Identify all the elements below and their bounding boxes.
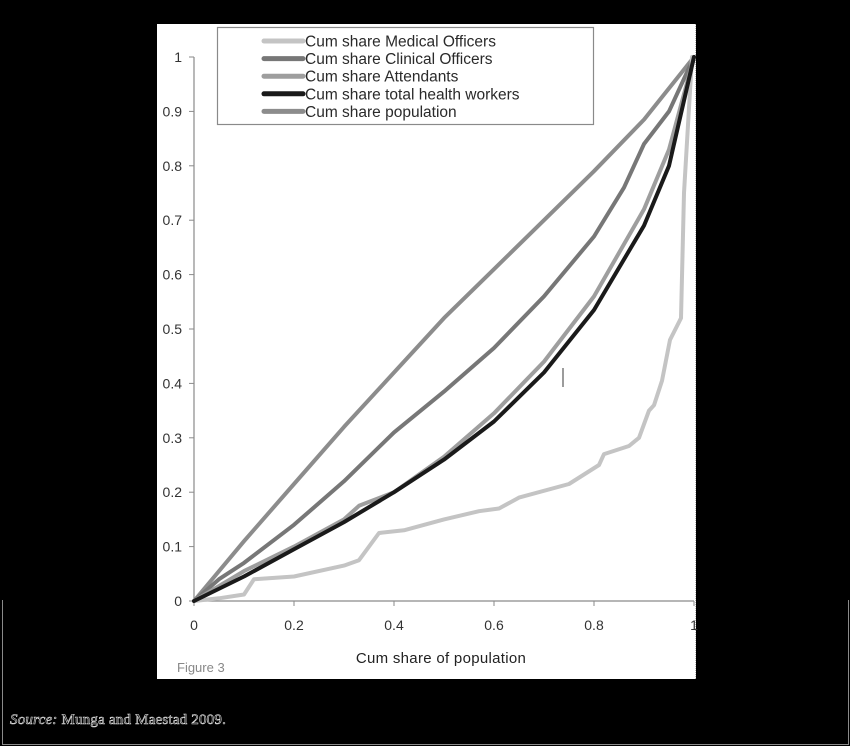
source-caption: Source: Munga and Maestad 2009.	[10, 712, 226, 729]
y-tick-label: 0.8	[163, 158, 183, 174]
chart-axes: 0 0.1 0.2 0.3 0.4 0.5 0.6 0.7 0.8 0.9 1 0 0.2 0.4 0.6 0…	[163, 49, 699, 633]
series-line-cum-share-population	[192, 55, 696, 603]
x-tick-label: 1	[690, 617, 698, 633]
x-tick-label: 0.6	[484, 617, 504, 633]
series-line-cum-share-medical-officers	[192, 55, 694, 603]
frame-border-left	[2, 600, 3, 744]
x-tick-label: 0.2	[284, 617, 304, 633]
x-tick-label: 0	[190, 617, 198, 633]
chart-series	[192, 55, 696, 603]
x-axis-title: Cum share of population	[356, 650, 526, 667]
frame-border-bottom	[2, 744, 848, 745]
y-tick-label: 0.7	[163, 212, 183, 228]
series-line-cum-share-total-health-workers	[192, 55, 696, 603]
y-tick-label: 0	[174, 593, 182, 609]
series-line-cum-share-clinical-officers	[192, 55, 696, 603]
y-tick-label: 0.5	[163, 321, 183, 337]
frame-border-right	[848, 600, 849, 745]
figure-label: Figure 3	[177, 660, 225, 675]
source-label: Source:	[10, 712, 58, 729]
y-tick-label: 0.6	[163, 267, 183, 283]
y-tick-label: 0.9	[163, 103, 183, 119]
legend-label: Cum share Clinical Officers	[305, 51, 493, 68]
x-tick-label: 0.8	[584, 617, 604, 633]
legend-label: Cum share Attendants	[305, 69, 459, 86]
x-tick-label: 0.4	[384, 617, 404, 633]
y-tick-label: 0.2	[163, 484, 183, 500]
legend-label: Cum share population	[305, 104, 457, 121]
legend-label: Cum share Medical Officers	[305, 34, 496, 51]
legend-label: Cum share total health workers	[305, 86, 520, 103]
source-text: Munga and Maestad 2009.	[61, 712, 227, 729]
y-tick-label: 0.3	[163, 430, 183, 446]
y-tick-label: 0.4	[163, 375, 183, 391]
y-tick-label: 0.1	[163, 539, 183, 555]
series-line-cum-share-attendants	[192, 55, 696, 603]
y-tick-label: 1	[174, 49, 182, 65]
